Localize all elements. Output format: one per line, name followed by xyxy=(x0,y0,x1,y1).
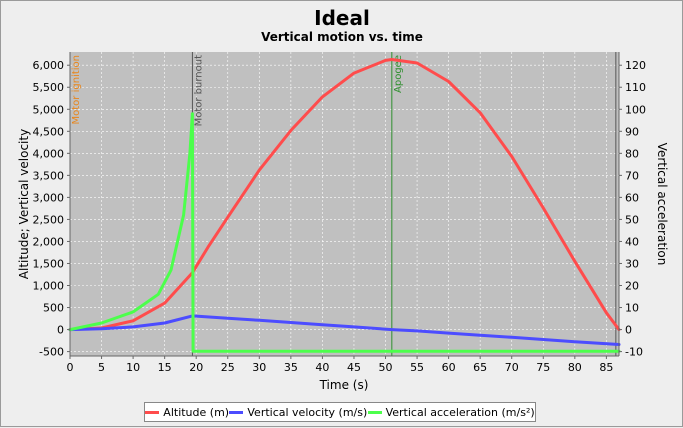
legend-label-vertical-acceleration: Vertical acceleration (m/s²) xyxy=(385,405,535,419)
axes: 0 5 10 15 20 25 30 35 40 45 50 55 60 65 70 75 80 85-50005… xyxy=(33,52,646,374)
y-right-tick-label: 100 xyxy=(625,103,646,116)
legend-swatch-altitude xyxy=(145,410,160,414)
y-left-tick-label: 1,500 xyxy=(33,257,65,270)
legend-label-vertical-velocity: Vertical velocity (m/s) xyxy=(247,405,368,419)
legend-item-vertical-velocity: Vertical velocity (m/s) xyxy=(229,406,367,419)
x-axis-label: Time (s) xyxy=(319,378,369,392)
y-left-tick-label: 0 xyxy=(57,324,64,337)
y-right-tick-label: 20 xyxy=(625,280,639,293)
y-left-tick-label: 3,500 xyxy=(33,169,65,182)
chart-title: Ideal xyxy=(314,6,370,30)
y-right-tick-label: 60 xyxy=(625,191,639,204)
legend-label-altitude: Altitude (m) xyxy=(163,405,230,419)
y-right-tick-label: -10 xyxy=(625,346,643,359)
y-right-tick-label: 30 xyxy=(625,257,639,270)
legend-item-vertical-acceleration: Vertical acceleration (m/s²) xyxy=(367,405,535,419)
x-tick-label: 40 xyxy=(315,361,329,374)
y-left-tick-label: 5,000 xyxy=(33,103,65,116)
x-tick-label: 30 xyxy=(252,361,266,374)
y-left-tick-label: 6,000 xyxy=(33,59,65,72)
event-marker-label: Motor burnout xyxy=(193,55,204,126)
y-right-tick-label: 80 xyxy=(625,147,639,160)
x-tick-label: 85 xyxy=(599,361,613,374)
y-axis-left-label: Altitude; Vertical velocity xyxy=(17,129,31,279)
event-marker-label: Motor ignition xyxy=(71,55,82,124)
series-line-0 xyxy=(68,58,621,332)
x-tick-label: 0 xyxy=(67,361,74,374)
y-right-tick-label: 0 xyxy=(625,324,632,337)
x-tick-label: 50 xyxy=(379,361,393,374)
x-tick-label: 55 xyxy=(410,361,424,374)
y-axis-right-label: Vertical acceleration xyxy=(655,143,669,266)
y-right-tick-label: 90 xyxy=(625,125,639,138)
x-tick-label: 10 xyxy=(126,361,140,374)
legend-swatch-vertical-velocity xyxy=(229,410,244,414)
y-left-tick-label: 500 xyxy=(43,302,64,315)
y-left-tick-label: 5,500 xyxy=(33,81,65,94)
y-left-tick-label: 1,000 xyxy=(33,280,65,293)
y-right-tick-label: 110 xyxy=(625,81,646,94)
x-tick-label: 60 xyxy=(442,361,456,374)
y-left-tick-label: 3,000 xyxy=(33,191,65,204)
x-tick-label: 70 xyxy=(505,361,519,374)
y-right-tick-label: 70 xyxy=(625,169,639,182)
y-right-tick-label: 120 xyxy=(625,59,646,72)
y-right-tick-label: 10 xyxy=(625,302,639,315)
y-right-tick-label: 40 xyxy=(625,235,639,248)
legend-item-altitude: Altitude (m) xyxy=(145,406,229,419)
series-line-1 xyxy=(68,314,621,346)
y-left-tick-label: 4,000 xyxy=(33,147,65,160)
x-tick-label: 65 xyxy=(473,361,487,374)
event-marker-label: Apogee xyxy=(393,55,404,93)
y-left-tick-label: 2,500 xyxy=(33,213,65,226)
x-tick-label: 35 xyxy=(284,361,298,374)
x-tick-label: 20 xyxy=(189,361,203,374)
x-tick-label: 15 xyxy=(158,361,172,374)
x-tick-label: 80 xyxy=(568,361,582,374)
x-tick-label: 45 xyxy=(347,361,361,374)
y-right-tick-label: 50 xyxy=(625,213,639,226)
grid-lines xyxy=(69,52,619,356)
chart-subtitle: Vertical motion vs. time xyxy=(261,30,423,44)
chart-legend: Altitude (m) Vertical velocity (m/s) Ver… xyxy=(144,402,536,422)
x-tick-label: 75 xyxy=(536,361,550,374)
series-layer xyxy=(68,58,621,353)
y-left-tick-label: -500 xyxy=(39,346,64,359)
x-tick-label: 25 xyxy=(221,361,235,374)
x-tick-label: 5 xyxy=(98,361,105,374)
legend-swatch-vertical-acceleration xyxy=(367,410,382,414)
y-left-tick-label: 4,500 xyxy=(33,125,65,138)
series-line-2 xyxy=(68,112,621,353)
y-left-tick-label: 2,000 xyxy=(33,235,65,248)
